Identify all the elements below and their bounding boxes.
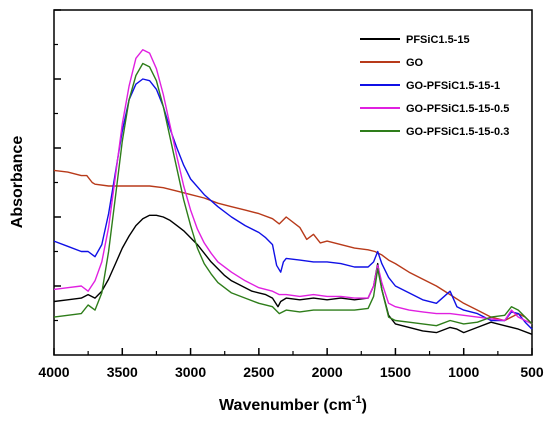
legend-label: PFSiC1.5-15 [406, 34, 470, 46]
series-line-5 [53, 62, 533, 327]
x-tick-label: 1500 [380, 364, 411, 380]
legend: PFSiC1.5-15 GO GO-PFSiC1.5-15-1 GO-PFSiC1.5… [360, 34, 509, 138]
x-tick-label: 500 [520, 364, 544, 380]
x-axis-title-close: ) [362, 397, 367, 414]
legend-label: GO-PFSiC1.5-15-1 [406, 80, 500, 92]
legend-label: GO-PFSiC1.5-15-0.5 [406, 103, 509, 115]
x-axis-title-sup: -1 [352, 394, 362, 406]
legend-label: GO [406, 57, 424, 69]
x-axis-title: Wavenumber (cm-1) [219, 394, 367, 414]
series-line-1 [53, 214, 533, 335]
x-tick-label: 3500 [107, 364, 138, 380]
x-axis-ticks: 4000 3500 3000 2500 2000 1500 1000 500 [38, 348, 544, 380]
y-axis-ticks [54, 9, 61, 322]
y-axis-title: Absorbance [9, 136, 26, 229]
legend-label: GO-PFSiC1.5-15-0.3 [406, 126, 509, 138]
series-layer [53, 49, 533, 335]
x-axis-title-main: Wavenumber (cm [219, 397, 352, 414]
x-tick-label: 3000 [175, 364, 206, 380]
plot-frame [53, 9, 533, 356]
x-tick-label: 4000 [38, 364, 69, 380]
x-tick-label: 2000 [312, 364, 343, 380]
x-tick-label: 2500 [243, 364, 274, 380]
x-tick-label: 1000 [448, 364, 479, 380]
series-line-4 [53, 49, 533, 325]
